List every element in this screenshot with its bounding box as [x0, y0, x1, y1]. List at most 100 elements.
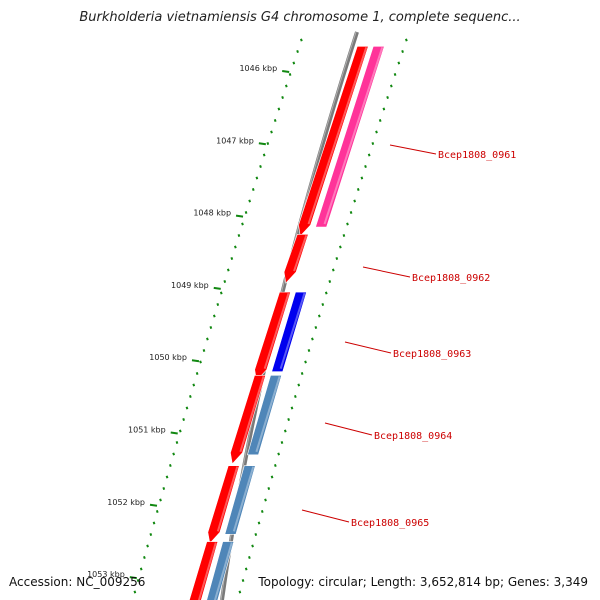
- minor-tick: [401, 49, 404, 54]
- minor-tick: [259, 164, 262, 169]
- gene-label[interactable]: Bcep1808_0964: [374, 431, 452, 442]
- minor-tick: [294, 394, 297, 399]
- minor-tick: [234, 245, 237, 249]
- minor-tick: [335, 256, 339, 261]
- minor-tick: [284, 84, 288, 88]
- minor-tick: [311, 337, 314, 341]
- minor-tick: [172, 452, 175, 456]
- major-tick: [213, 286, 221, 290]
- secondary-gene[interactable]: [315, 46, 385, 228]
- minor-tick: [393, 72, 397, 77]
- minor-tick: [296, 49, 299, 54]
- minor-tick: [202, 348, 206, 353]
- minor-tick: [257, 521, 261, 525]
- minor-tick: [288, 72, 292, 77]
- minor-tick: [270, 475, 274, 479]
- minor-tick: [297, 383, 301, 387]
- minor-tick: [397, 61, 401, 65]
- tick-marks-inner: [133, 38, 303, 594]
- minor-tick: [267, 486, 271, 491]
- minor-tick: [405, 38, 408, 42]
- minor-tick: [223, 279, 227, 284]
- minor-tick: [238, 590, 242, 594]
- minor-tick: [255, 176, 259, 180]
- minor-tick: [349, 210, 353, 215]
- gene-label[interactable]: Bcep1808_0961: [438, 150, 516, 161]
- minor-tick: [241, 222, 244, 226]
- minor-tick: [248, 199, 252, 203]
- minor-tick: [378, 118, 382, 123]
- minor-tick: [251, 187, 255, 192]
- major-tick: [149, 503, 158, 507]
- gene-tracks: [187, 46, 385, 600]
- kbp-label: 1052 kbp: [107, 498, 145, 507]
- minor-tick: [307, 348, 311, 353]
- minor-tick: [139, 567, 143, 571]
- major-tick: [235, 214, 244, 218]
- gene-label[interactable]: Bcep1808_0963: [393, 349, 471, 360]
- minor-tick: [260, 509, 264, 514]
- minor-tick: [244, 567, 248, 571]
- tick-marks-outer: [238, 38, 408, 594]
- label-leader-line: [362, 266, 411, 278]
- kbp-label: 1047 kbp: [216, 136, 254, 145]
- gene-label-leaders: [301, 144, 437, 523]
- minor-tick: [290, 406, 294, 410]
- gene-labels: Bcep1808_0961 Bcep1808_0962 Bcep1808_0963 B…: [351, 150, 516, 529]
- major-tick: [258, 142, 266, 146]
- minor-tick: [346, 222, 349, 226]
- label-leader-line: [344, 341, 392, 354]
- minor-tick: [237, 233, 241, 238]
- minor-tick: [328, 279, 332, 284]
- minor-tick: [367, 153, 371, 157]
- minor-tick: [143, 555, 146, 560]
- minor-tick: [133, 590, 137, 594]
- kbp-label: 1053 kbp: [87, 570, 125, 579]
- minor-tick: [339, 245, 342, 249]
- secondary-gene[interactable]: [204, 541, 235, 600]
- minor-tick: [178, 429, 182, 433]
- minor-tick: [189, 394, 192, 399]
- minor-tick: [324, 291, 328, 295]
- forward-gene[interactable]: [207, 465, 240, 544]
- minor-tick: [292, 61, 296, 65]
- minor-tick: [287, 417, 290, 422]
- forward-gene[interactable]: [298, 46, 369, 237]
- secondary-gene[interactable]: [224, 465, 256, 535]
- minor-tick: [389, 84, 393, 88]
- minor-tick: [165, 475, 169, 479]
- minor-tick: [230, 256, 234, 261]
- minor-tick: [314, 325, 318, 330]
- minor-tick: [300, 371, 304, 376]
- minor-tick: [254, 532, 258, 537]
- minor-tick: [360, 176, 364, 180]
- kbp-label: 1051 kbp: [128, 426, 166, 435]
- forward-gene[interactable]: [283, 233, 309, 284]
- secondary-gene[interactable]: [247, 374, 283, 456]
- minor-tick: [146, 544, 149, 548]
- minor-tick: [212, 314, 216, 318]
- major-tick: [170, 431, 178, 435]
- minor-tick: [356, 187, 360, 192]
- kbp-label: 1049 kbp: [171, 281, 209, 290]
- gene-label[interactable]: Bcep1808_0965: [351, 518, 429, 529]
- map-title: Burkholderia vietnamiensis G4 chromosome…: [79, 10, 521, 25]
- minor-tick: [364, 164, 367, 169]
- minor-tick: [199, 360, 202, 364]
- accession-text: Accession: NC_009256: [9, 575, 146, 589]
- minor-tick: [281, 95, 284, 100]
- minor-tick: [152, 521, 156, 525]
- minor-tick: [241, 578, 245, 583]
- minor-tick: [182, 417, 185, 422]
- minor-tick: [168, 463, 172, 468]
- minor-tick: [155, 509, 159, 514]
- major-tick: [282, 70, 290, 73]
- minor-tick: [192, 383, 196, 387]
- gene-label[interactable]: Bcep1808_0962: [412, 273, 490, 284]
- minor-tick: [283, 429, 287, 433]
- minor-tick: [280, 440, 284, 445]
- forward-gene[interactable]: [187, 541, 219, 600]
- secondary-gene[interactable]: [271, 291, 307, 372]
- forward-gene[interactable]: [230, 374, 267, 465]
- minor-tick: [206, 337, 209, 341]
